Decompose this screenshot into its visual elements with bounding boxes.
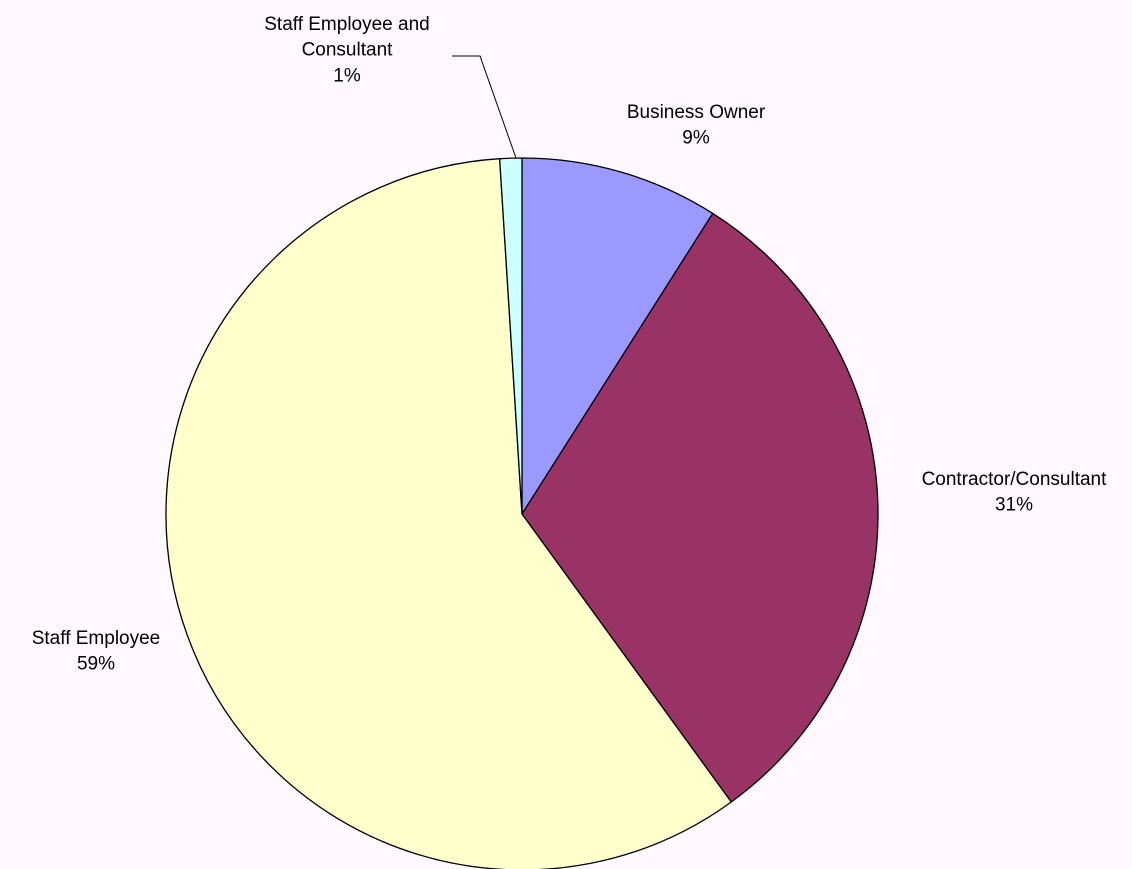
- slice-label-business-owner: Business Owner 9%: [627, 102, 766, 149]
- slice-percent-text: 9%: [682, 128, 710, 149]
- slice-name-text: Staff Employee: [32, 628, 161, 649]
- leader-line-staff-employee-and-consultant: [452, 55, 517, 159]
- slice-percent-text: 1%: [333, 65, 361, 86]
- pie-slice-staff-employee: [165, 158, 732, 869]
- slice-percent-text: 31%: [995, 495, 1033, 516]
- pie-slice-staff-employee-and-consultant: [499, 157, 523, 515]
- slice-name-text: Staff Employee and: [264, 14, 429, 35]
- slices-layer: [165, 157, 879, 869]
- pie-slice-contractor-consultant: [521, 212, 879, 803]
- slice-name-text: Contractor/Consultant: [922, 469, 1108, 490]
- slice-labels-layer: Business Owner 9% Contractor/Consultant 31%…: [32, 14, 1107, 675]
- slice-name-text: Business Owner: [627, 102, 766, 123]
- slice-percent-text: 59%: [77, 654, 115, 675]
- slice-name-text: Consultant: [302, 40, 394, 61]
- slice-label-contractor-consultant: Contractor/Consultant 31%: [922, 469, 1108, 516]
- slice-label-staff-employee: Staff Employee 59%: [32, 628, 161, 675]
- slice-label-staff-employee-and-consultant: Staff Employee and Consultant 1%: [264, 14, 429, 86]
- pie-slice-business-owner: [521, 157, 714, 515]
- leader-lines-layer: [452, 55, 517, 159]
